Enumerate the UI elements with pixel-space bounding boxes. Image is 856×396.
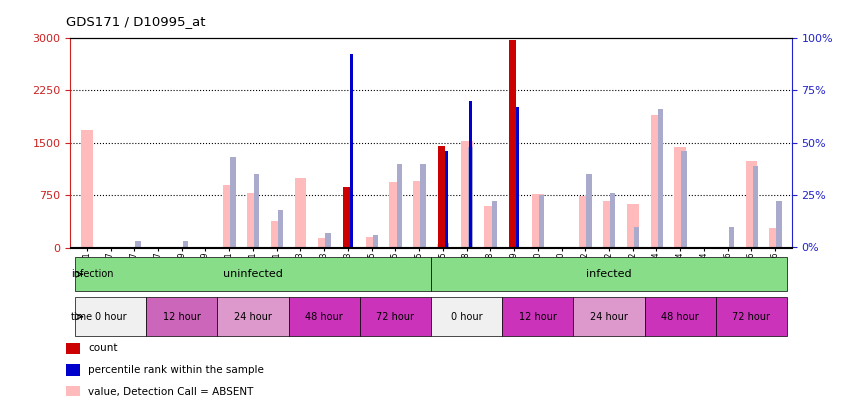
Bar	[230, 157, 235, 248]
Bar	[651, 114, 663, 248]
Bar	[574, 297, 645, 337]
Bar	[586, 174, 591, 248]
Bar	[373, 235, 378, 248]
Bar	[135, 241, 140, 248]
Text: value, Detection Call = ABSENT: value, Detection Call = ABSENT	[88, 387, 253, 396]
Bar	[539, 195, 544, 248]
Bar	[645, 297, 716, 337]
Bar	[343, 187, 350, 248]
Bar	[247, 193, 259, 248]
Bar	[270, 221, 282, 248]
Text: 72 hour: 72 hour	[733, 312, 770, 322]
Bar	[580, 196, 591, 248]
Bar	[752, 166, 758, 248]
Bar	[223, 185, 235, 248]
Bar	[146, 297, 217, 337]
Bar	[634, 227, 639, 248]
Bar	[681, 151, 687, 248]
Text: 0 hour: 0 hour	[451, 312, 483, 322]
Bar	[438, 146, 445, 248]
Bar	[491, 201, 496, 248]
Bar	[502, 297, 574, 337]
Text: infection: infection	[71, 269, 113, 279]
Bar	[657, 109, 663, 248]
Bar	[610, 193, 615, 248]
Bar	[729, 227, 734, 248]
Bar	[325, 233, 330, 248]
Bar	[675, 147, 687, 248]
Bar	[770, 228, 782, 248]
Bar	[431, 297, 502, 337]
Bar	[469, 101, 472, 248]
Bar	[509, 40, 516, 248]
Bar	[444, 243, 449, 248]
Bar	[467, 147, 473, 248]
Text: GDS171 / D10995_at: GDS171 / D10995_at	[66, 15, 205, 28]
Text: percentile rank within the sample: percentile rank within the sample	[88, 365, 264, 375]
Bar	[80, 130, 92, 248]
Bar	[532, 194, 544, 248]
Text: time: time	[71, 312, 92, 322]
Bar	[75, 297, 146, 337]
Text: infected: infected	[586, 269, 632, 279]
Bar	[776, 201, 782, 248]
Text: 24 hour: 24 hour	[234, 312, 272, 322]
Text: 48 hour: 48 hour	[662, 312, 699, 322]
Bar	[217, 297, 288, 337]
Bar	[396, 164, 401, 248]
Bar	[420, 164, 425, 248]
Bar	[746, 162, 758, 248]
Bar	[431, 257, 787, 291]
Text: 12 hour: 12 hour	[519, 312, 556, 322]
Text: 12 hour: 12 hour	[163, 312, 200, 322]
Bar	[603, 201, 615, 248]
Text: 72 hour: 72 hour	[377, 312, 414, 322]
Bar	[360, 297, 431, 337]
Text: 24 hour: 24 hour	[590, 312, 628, 322]
Bar	[445, 151, 448, 248]
Bar	[294, 177, 306, 248]
Bar	[716, 297, 787, 337]
Bar	[461, 141, 473, 248]
Bar	[183, 241, 188, 248]
Bar	[318, 238, 330, 248]
Bar	[627, 204, 639, 248]
Text: uninfected: uninfected	[223, 269, 282, 279]
Bar	[484, 206, 496, 248]
Bar	[516, 107, 520, 248]
Bar	[254, 174, 259, 248]
Text: 0 hour: 0 hour	[95, 312, 127, 322]
Bar	[75, 257, 431, 291]
Bar	[437, 244, 449, 248]
Bar	[366, 237, 377, 248]
Bar	[389, 183, 401, 248]
Text: count: count	[88, 343, 117, 354]
Bar	[278, 210, 283, 248]
Bar	[350, 54, 354, 248]
Text: 48 hour: 48 hour	[306, 312, 343, 322]
Bar	[288, 297, 360, 337]
Bar	[413, 181, 425, 248]
